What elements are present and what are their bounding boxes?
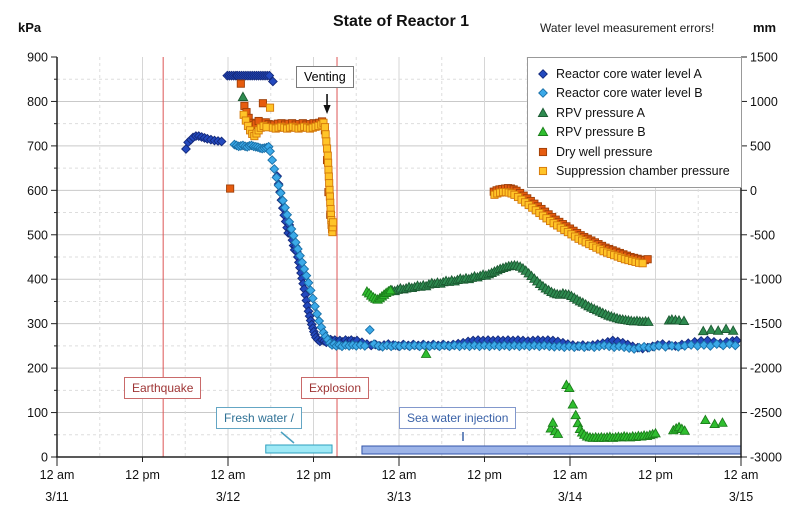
chart-title: State of Reactor 1 bbox=[332, 13, 470, 30]
left-tick-label: 200 bbox=[27, 362, 48, 376]
injection-bar-0 bbox=[265, 444, 333, 454]
x-tick-label: 12 am bbox=[211, 468, 246, 482]
x-tick-label: 12 pm bbox=[296, 468, 331, 482]
right-tick-label: 1000 bbox=[750, 95, 778, 109]
annotation-fresh-water: Fresh water / bbox=[216, 407, 303, 429]
legend: Reactor core water level A Reactor core w… bbox=[527, 57, 742, 188]
injection-bar-1 bbox=[361, 445, 742, 455]
square-marker-icon bbox=[538, 147, 548, 156]
left-tick-label: 400 bbox=[27, 273, 48, 287]
x-date-label: 3/11 bbox=[45, 490, 68, 504]
left-axis-unit-label: kPa bbox=[18, 20, 42, 35]
right-tick-label: 500 bbox=[750, 139, 771, 153]
legend-item-2: RPV pressure A bbox=[537, 103, 737, 123]
legend-item-label: RPV pressure A bbox=[556, 105, 645, 120]
x-tick-label: 12 am bbox=[724, 468, 759, 482]
x-date-label: 3/15 bbox=[729, 490, 753, 504]
legend-item-0: Reactor core water level A bbox=[537, 64, 737, 84]
x-tick-label: 12 am bbox=[40, 468, 75, 482]
legend-item-label: RPV pressure B bbox=[556, 125, 646, 140]
legend-item-4: Dry well pressure bbox=[537, 142, 737, 162]
annotation-earthquake: Earthquake bbox=[124, 377, 202, 399]
left-tick-label: 0 bbox=[41, 451, 48, 465]
left-tick-label: 100 bbox=[27, 406, 48, 420]
left-tick-label: 600 bbox=[27, 184, 48, 198]
left-tick-label: 900 bbox=[27, 51, 48, 65]
measurement-errors-note: Water level measurement errors! bbox=[540, 21, 715, 35]
x-date-label: 3/14 bbox=[558, 490, 582, 504]
legend-item-label: Reactor core water level B bbox=[556, 86, 703, 101]
venting-arrow bbox=[323, 94, 331, 114]
right-tick-label: -3000 bbox=[750, 451, 782, 465]
right-tick-label: 0 bbox=[750, 184, 757, 198]
right-tick-label: -1500 bbox=[750, 317, 782, 331]
x-tick-label: 12 pm bbox=[125, 468, 160, 482]
diamond-marker-icon bbox=[538, 68, 548, 79]
triangle-marker-icon bbox=[537, 126, 549, 137]
legend-item-3: RPV pressure B bbox=[537, 123, 737, 143]
right-tick-label: -500 bbox=[750, 228, 775, 242]
legend-item-label: Suppression chamber pressure bbox=[556, 164, 730, 179]
axes: 0 100 200 300 400 500 600 700 800 900 -3000 -2500 -2… bbox=[27, 51, 782, 505]
left-tick-label: 800 bbox=[27, 95, 48, 109]
right-tick-label: 1500 bbox=[750, 51, 778, 65]
annotation-sea-water: Sea water injection bbox=[399, 407, 517, 429]
series-2 bbox=[237, 91, 739, 336]
annotation-venting: Venting bbox=[296, 66, 354, 88]
diamond-marker-icon bbox=[538, 88, 548, 99]
series-5 bbox=[239, 103, 647, 268]
legend-item-1: Reactor core water level B bbox=[537, 84, 737, 104]
right-tick-label: -2000 bbox=[750, 362, 782, 376]
right-tick-label: -1000 bbox=[750, 273, 782, 287]
left-tick-label: 300 bbox=[27, 317, 48, 331]
x-date-label: 3/13 bbox=[387, 490, 411, 504]
left-tick-label: 500 bbox=[27, 228, 48, 242]
right-axis-unit-label: mm bbox=[753, 20, 777, 35]
right-tick-label: -2500 bbox=[750, 406, 782, 420]
x-tick-label: 12 pm bbox=[638, 468, 673, 482]
series-1 bbox=[229, 139, 741, 354]
series-3 bbox=[361, 284, 728, 442]
legend-item-label: Dry well pressure bbox=[556, 144, 653, 159]
legend-item-5: Suppression chamber pressure bbox=[537, 162, 737, 182]
annotation-explosion: Explosion bbox=[301, 377, 370, 399]
triangle-marker-icon bbox=[537, 107, 549, 117]
x-tick-label: 12 am bbox=[382, 468, 417, 482]
x-tick-label: 12 pm bbox=[467, 468, 502, 482]
x-date-label: 3/12 bbox=[216, 490, 240, 504]
left-tick-label: 700 bbox=[27, 139, 48, 153]
square-marker-icon bbox=[538, 167, 548, 176]
legend-item-label: Reactor core water level A bbox=[556, 66, 702, 81]
x-tick-label: 12 am bbox=[553, 468, 588, 482]
